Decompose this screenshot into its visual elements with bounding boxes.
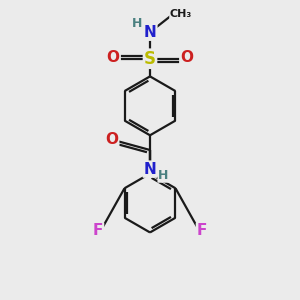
Text: N: N <box>144 25 156 40</box>
Text: O: O <box>105 132 118 147</box>
Text: S: S <box>144 50 156 68</box>
Text: O: O <box>180 50 193 65</box>
Text: N: N <box>144 162 156 177</box>
Text: F: F <box>93 224 103 238</box>
Text: H: H <box>158 169 168 182</box>
Text: F: F <box>197 224 207 238</box>
Text: CH₃: CH₃ <box>170 9 192 19</box>
Text: H: H <box>132 17 142 30</box>
Text: O: O <box>107 50 120 65</box>
